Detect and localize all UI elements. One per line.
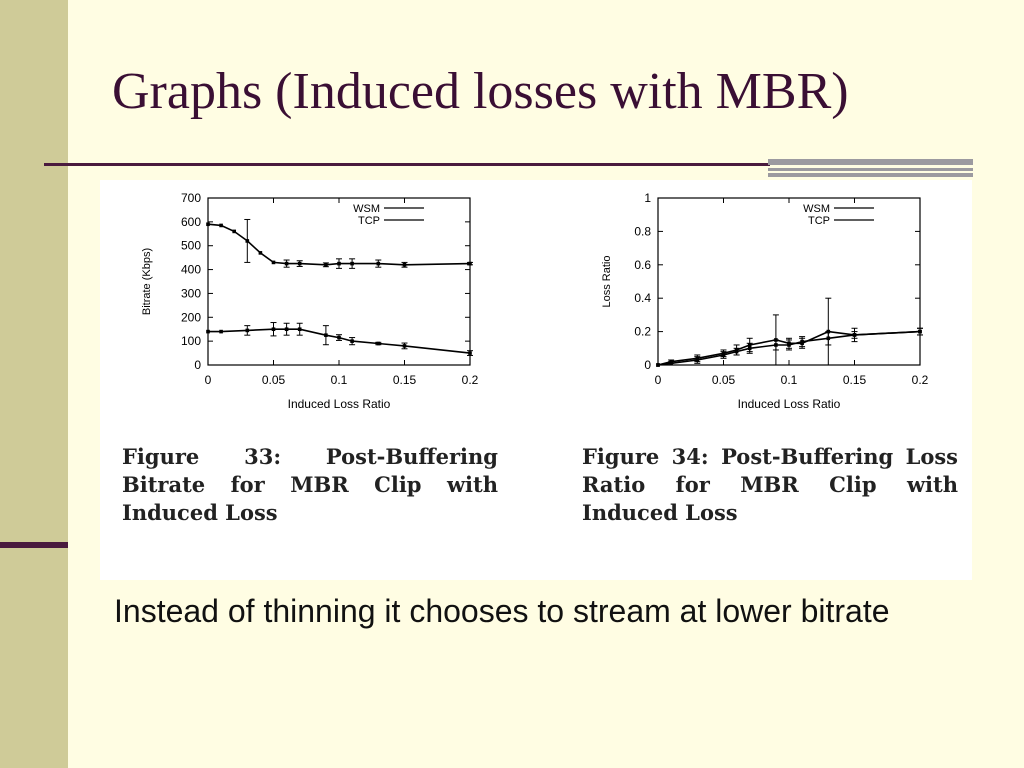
data-point xyxy=(245,328,250,333)
y-tick-label: 600 xyxy=(181,215,201,229)
data-point xyxy=(297,261,302,266)
data-point xyxy=(669,361,673,366)
y-tick-label: 300 xyxy=(181,286,201,300)
y-axis-label: Loss Ratio xyxy=(601,256,613,308)
data-point xyxy=(721,353,726,357)
slide-title: Graphs (Induced losses with MBR) xyxy=(112,63,849,120)
legend-label: TCP xyxy=(808,215,830,227)
data-point xyxy=(350,261,354,266)
data-point xyxy=(337,335,341,340)
data-point xyxy=(206,222,210,227)
data-point xyxy=(284,327,289,332)
data-point xyxy=(774,343,778,347)
data-point xyxy=(219,329,223,334)
y-tick-label: 0.4 xyxy=(634,291,651,305)
body-text: Instead of thinning it chooses to stream… xyxy=(114,593,890,629)
y-tick-label: 0.6 xyxy=(634,258,651,272)
data-point xyxy=(468,351,472,355)
y-tick-label: 400 xyxy=(181,263,201,277)
y-tick-label: 500 xyxy=(181,239,201,253)
data-point xyxy=(284,261,289,266)
title-divider xyxy=(44,163,770,166)
series-line xyxy=(657,330,921,366)
y-tick-label: 0 xyxy=(644,358,651,372)
x-tick-label: 0.1 xyxy=(781,373,798,387)
y-tick-label: 1 xyxy=(644,191,651,205)
title-divider-accent xyxy=(768,159,973,177)
y-tick-label: 0.2 xyxy=(634,325,651,339)
data-point xyxy=(826,336,831,341)
data-point xyxy=(271,260,276,265)
x-axis-label: Induced Loss Ratio xyxy=(738,397,841,411)
data-point xyxy=(402,263,407,267)
y-tick-label: 200 xyxy=(181,310,201,324)
y-tick-label: 700 xyxy=(181,191,201,205)
sidebar-accent xyxy=(0,542,68,548)
data-point xyxy=(734,349,739,354)
data-point xyxy=(787,343,791,347)
figure-34-caption: Figure 34: Post-Buffering Loss Ratio for… xyxy=(582,444,958,525)
figure-panel: 0 100 200 300 400 500 600 700 0 0.05 0.1 0.15 0.2 Ind… xyxy=(100,180,972,580)
data-point xyxy=(468,261,472,266)
data-point xyxy=(800,339,804,344)
data-point xyxy=(656,363,660,367)
data-point xyxy=(258,251,263,255)
data-point xyxy=(245,239,250,243)
x-tick-label: 0.05 xyxy=(262,373,286,387)
x-tick-label: 0.2 xyxy=(912,373,929,387)
legend-label: WSM xyxy=(803,203,830,215)
x-axis-label: Induced Loss Ratio xyxy=(288,397,391,411)
data-point xyxy=(219,223,223,228)
x-tick-label: 0 xyxy=(655,373,662,387)
data-point xyxy=(206,329,210,334)
series-line xyxy=(207,223,471,266)
data-point xyxy=(376,261,381,266)
bitrate-chart: 0 100 200 300 400 500 600 700 0 0.05 0.1 0.15 0.2 Ind… xyxy=(141,191,479,411)
data-point xyxy=(402,344,407,348)
x-tick-label: 0.15 xyxy=(393,373,417,387)
data-point xyxy=(232,229,236,234)
y-axis-label: Bitrate (Kbps) xyxy=(141,248,153,315)
x-tick-label: 0 xyxy=(205,373,212,387)
x-tick-label: 0.05 xyxy=(712,373,736,387)
data-point xyxy=(376,341,381,346)
data-point xyxy=(747,346,752,351)
y-tick-label: 0 xyxy=(194,358,201,372)
y-tick-label: 0.8 xyxy=(634,224,651,238)
data-point xyxy=(337,261,341,266)
data-point xyxy=(918,329,922,334)
x-tick-label: 0.2 xyxy=(462,373,479,387)
legend-label: WSM xyxy=(353,203,380,215)
data-point xyxy=(852,333,857,337)
figure-33-caption: Figure 33: Post-Buffering Bitrate for MB… xyxy=(122,444,498,525)
loss-ratio-chart: 0 0.2 0.4 0.6 0.8 1 0 0.05 0.1 0.15 0.2 Induced Los… xyxy=(601,191,929,411)
data-point xyxy=(350,339,354,343)
y-tick-label: 100 xyxy=(181,334,201,348)
data-point xyxy=(297,327,302,332)
data-point xyxy=(271,327,276,332)
legend-label: TCP xyxy=(358,215,380,227)
series-line xyxy=(208,328,471,354)
data-point xyxy=(324,333,328,337)
series-line xyxy=(657,330,921,366)
x-tick-label: 0.1 xyxy=(331,373,348,387)
slide-sidebar xyxy=(0,0,68,768)
data-point xyxy=(324,263,328,267)
data-point xyxy=(695,358,700,362)
x-tick-label: 0.15 xyxy=(843,373,867,387)
